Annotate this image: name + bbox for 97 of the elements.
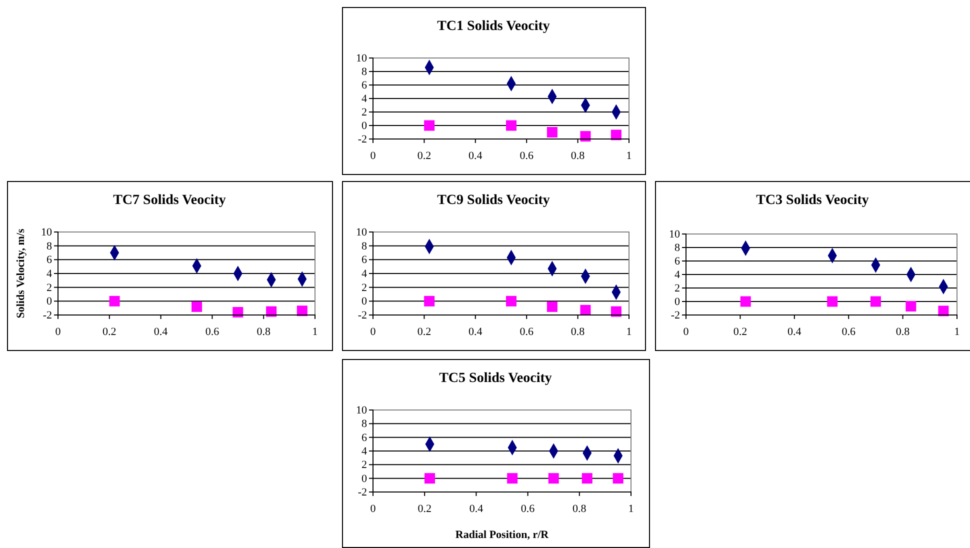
y-tick-label: 2 — [362, 282, 367, 294]
x-tick-label: 0.8 — [896, 326, 910, 338]
point — [580, 131, 591, 142]
y-tick-label: 4 — [362, 268, 368, 280]
y-tick-label: 0 — [362, 472, 368, 485]
x-tick-label: 0.2 — [733, 326, 748, 338]
chart-title: TC9 Solids Veocity — [437, 193, 550, 208]
point — [548, 473, 559, 484]
y-tick-label: 0 — [362, 296, 368, 308]
y-axis-title: Solids Velocity, m/s — [15, 228, 27, 318]
point — [424, 473, 436, 484]
x-tick-label: 0 — [370, 326, 376, 338]
chart-title: TC7 Solids Veocity — [113, 193, 226, 208]
x-tick-label: 0.2 — [417, 150, 432, 162]
x-tick-label: 0 — [370, 150, 376, 162]
point — [610, 130, 622, 140]
chart-title: TC3 Solids Veocity — [756, 193, 869, 208]
chart-title: TC1 Solids Veocity — [437, 19, 550, 34]
point — [870, 296, 881, 307]
y-tick-label: 0 — [362, 120, 368, 132]
x-tick-label: 0.2 — [418, 502, 432, 515]
y-tick-label: 4 — [46, 268, 52, 280]
point — [296, 306, 308, 316]
point — [266, 306, 277, 317]
point — [424, 120, 435, 131]
point — [827, 296, 838, 307]
y-tick-label: 6 — [362, 80, 368, 92]
point — [906, 300, 916, 312]
y-tick-label: 10 — [356, 226, 368, 239]
chart-title: TC5 Solids Veocity — [439, 371, 552, 386]
x-tick-label: 1 — [626, 150, 632, 162]
point — [232, 306, 244, 318]
y-tick-label: 4 — [362, 93, 368, 106]
y-tick-label: 6 — [674, 256, 680, 268]
x-tick-label: 0.2 — [417, 326, 432, 338]
y-tick-label: 0 — [674, 296, 680, 308]
y-tick-label: -2 — [358, 310, 367, 322]
y-tick-label: 2 — [362, 459, 367, 472]
x-tick-label: 0.8 — [570, 326, 586, 338]
y-tick-label: 2 — [674, 282, 680, 295]
point — [546, 127, 558, 138]
point — [582, 473, 592, 484]
point — [506, 120, 516, 131]
x-tick-label: 0.8 — [570, 150, 586, 162]
point — [546, 301, 558, 312]
point — [938, 306, 949, 316]
y-tick-label: 6 — [362, 432, 368, 444]
y-tick-label: 8 — [362, 240, 368, 252]
y-tick-label: 10 — [356, 404, 368, 417]
point — [740, 296, 751, 307]
point — [506, 296, 516, 306]
point — [192, 301, 202, 312]
y-tick-label: 4 — [362, 446, 368, 458]
point — [109, 296, 120, 306]
y-tick-label: 6 — [362, 254, 368, 266]
x-tick-label: 1 — [626, 326, 632, 338]
y-tick-label: 10 — [41, 226, 52, 239]
y-tick-label: -2 — [358, 486, 367, 499]
point — [610, 306, 622, 317]
x-tick-label: 0.8 — [572, 502, 587, 515]
x-tick-label: 0 — [370, 502, 376, 515]
y-tick-label: 0 — [46, 296, 52, 308]
x-tick-label: 0 — [55, 326, 62, 338]
y-tick-label: 8 — [362, 66, 368, 78]
x-tick-label: 1 — [954, 326, 960, 338]
point — [580, 304, 591, 316]
x-tick-label: 0.6 — [520, 150, 534, 162]
y-tick-label: 4 — [674, 269, 680, 282]
y-tick-label: 6 — [46, 254, 52, 266]
x-tick-label: 0 — [683, 326, 690, 338]
y-tick-label: 2 — [362, 106, 367, 119]
x-tick-label: 0.6 — [842, 326, 856, 338]
y-tick-label: 10 — [356, 52, 368, 65]
x-tick-label: 0.4 — [788, 326, 802, 338]
x-tick-label: 0.6 — [520, 502, 536, 515]
point — [507, 473, 518, 484]
x-tick-label: 0.6 — [205, 326, 220, 338]
y-tick-label: 2 — [46, 282, 52, 294]
y-tick-label: 8 — [46, 240, 52, 252]
x-axis-title: Radial Position, r/R — [455, 529, 550, 541]
x-tick-label: 0.4 — [154, 326, 168, 338]
y-tick-label: -2 — [358, 134, 367, 146]
point — [424, 296, 435, 306]
x-tick-label: 0.4 — [469, 502, 484, 515]
x-tick-label: 0.6 — [520, 326, 534, 338]
y-tick-label: 8 — [674, 242, 680, 254]
x-tick-label: 1 — [628, 502, 634, 515]
x-tick-label: 0.4 — [468, 326, 483, 338]
x-tick-label: 0.4 — [468, 150, 483, 162]
x-tick-label: 0.2 — [102, 326, 116, 338]
x-tick-label: 1 — [312, 326, 318, 338]
y-tick-label: -2 — [42, 310, 52, 322]
point — [612, 473, 624, 484]
y-tick-label: 8 — [362, 418, 368, 430]
y-tick-label: -2 — [670, 310, 680, 322]
y-tick-label: 10 — [669, 228, 680, 241]
x-tick-label: 0.8 — [256, 326, 271, 338]
